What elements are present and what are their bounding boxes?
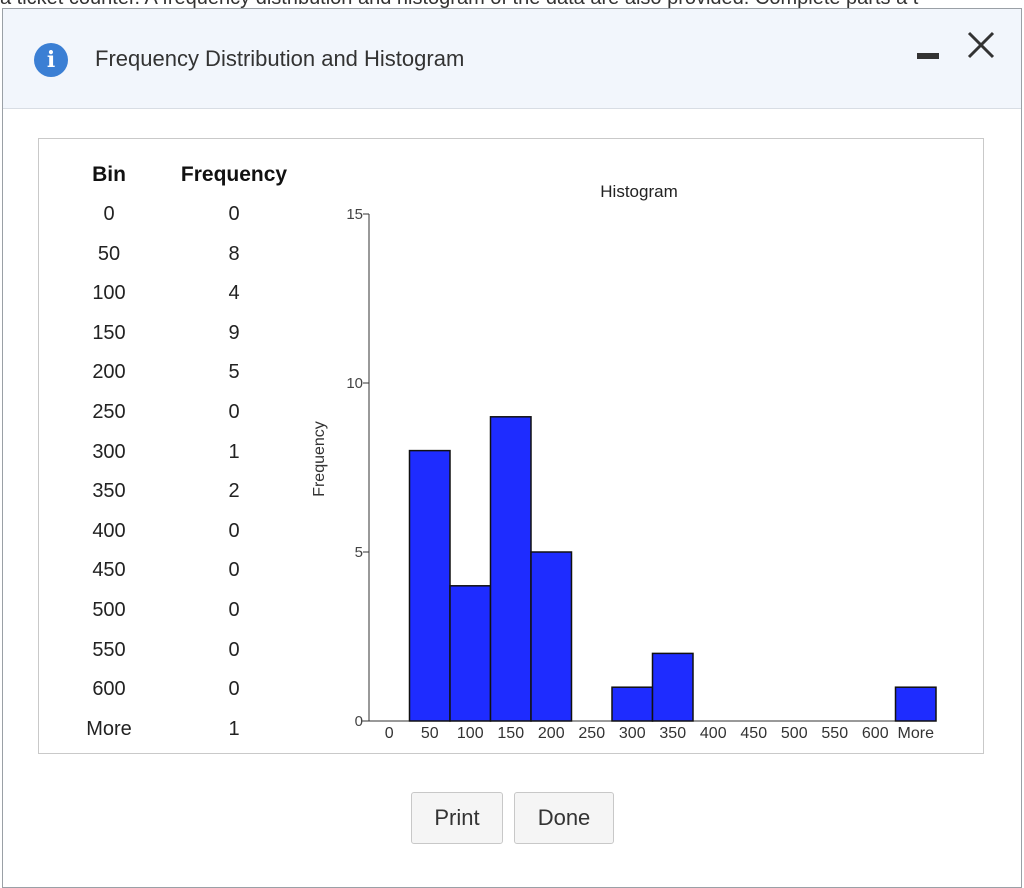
frequency-cell: 5 [228,361,240,384]
histogram-bar [449,585,492,722]
dialog-title: Frequency Distribution and Histogram [95,46,465,71]
histogram-bar [894,686,937,722]
y-tick-label: 15 [346,206,363,223]
x-tick-label: 350 [659,725,686,742]
frequency-cell: 0 [228,599,240,621]
x-tick-label: 0 [385,725,394,742]
bin-cell: 600 [92,678,126,701]
bin-cell: 550 [92,638,126,661]
content-panel: Bin Frequency 0 0 50 8 100 4 150 9 200 5 250 0 300 1 3… [38,138,984,754]
bin-cell: 400 [92,519,126,542]
frequency-cell: 2 [228,480,240,503]
info-icon: i [34,43,68,77]
y-tick-label: 10 [346,375,363,392]
frequency-cell: 0 [228,638,240,661]
minimize-icon[interactable] [915,49,941,63]
frequency-cell: 0 [228,203,240,225]
histogram-bar [489,416,532,722]
frequency-cell: 0 [228,519,240,542]
frequency-cell: 1 [228,440,240,463]
chart-title: Histogram [600,182,677,201]
x-tick-label: More [898,725,935,742]
print-button[interactable]: Print [411,792,503,844]
histogram-bar [651,652,694,722]
x-tick-label: 500 [781,725,808,742]
bin-cell: 200 [92,361,126,384]
bin-cell: 300 [92,440,126,463]
background-text: a ticket counter. A frequency distributi… [0,0,918,8]
histogram-bar [530,551,573,722]
bin-cell: More [86,717,132,740]
x-tick-label: 600 [862,725,889,742]
frequency-cell: 8 [228,242,240,265]
bin-cell: 250 [92,401,126,423]
bin-cell: 0 [103,203,115,225]
histogram-bar [611,686,654,722]
bin-header: Bin [92,163,126,186]
done-button[interactable]: Done [514,792,614,844]
bin-cell: 50 [97,242,121,265]
frequency-header: Frequency [180,163,288,186]
x-tick-label: 150 [497,725,524,742]
x-tick-label: 400 [700,725,727,742]
x-tick-label: 50 [421,725,439,742]
close-icon[interactable] [961,25,1001,65]
y-axis-label: Frequency [311,421,328,497]
x-tick-label: 550 [821,725,848,742]
bin-cell: 100 [92,282,126,305]
frequency-cell: 9 [228,321,240,344]
y-tick-label: 5 [355,544,363,561]
x-tick-label: 100 [457,725,484,742]
bin-cell: 450 [92,559,126,582]
bin-cell: 500 [92,599,126,621]
frequency-cell: 0 [228,678,240,701]
x-tick-label: 200 [538,725,565,742]
x-tick-label: 300 [619,725,646,742]
dialog-titlebar: i Frequency Distribution and Histogram [3,9,1021,109]
background-page-text: a ticket counter. A frequency distributi… [0,0,1024,10]
frequency-cell: 0 [228,559,240,582]
x-tick-label: 450 [740,725,767,742]
frequency-cell: 1 [228,717,240,740]
x-tick-label: 250 [578,725,605,742]
frequency-cell: 4 [228,282,240,305]
bin-cell: 150 [92,321,126,344]
y-tick-label: 0 [355,713,363,730]
bin-cell: 350 [92,480,126,503]
histogram-bar [408,449,451,722]
frequency-cell: 0 [228,401,240,423]
